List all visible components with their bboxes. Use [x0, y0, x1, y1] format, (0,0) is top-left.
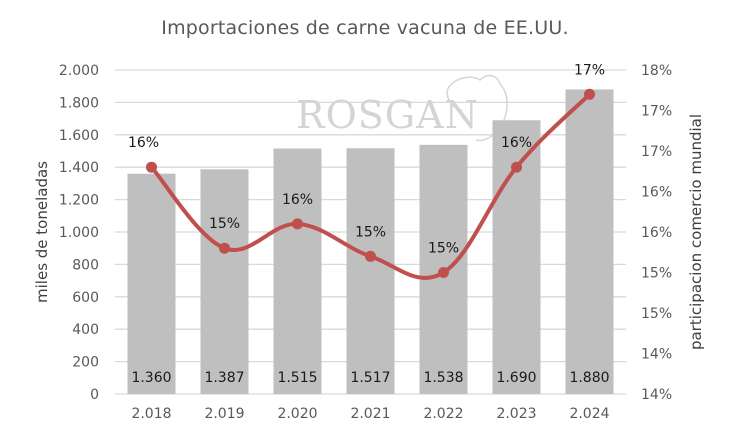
bar: [127, 173, 176, 394]
right-tick-label: 15%: [641, 266, 672, 282]
x-tick-label: 2.021: [350, 406, 390, 422]
left-tick-label: 200: [72, 355, 99, 371]
right-tick-label: 14%: [641, 347, 672, 363]
bar: [200, 169, 249, 394]
x-tick-label: 2.018: [131, 406, 171, 422]
left-tick-label: 2.000: [59, 63, 99, 79]
line-marker: [146, 161, 157, 173]
x-tick-label: 2.024: [569, 406, 609, 422]
line-series: 16% 15% 16% 15% 15% 16% 17%: [128, 62, 605, 280]
line-value-label: 15%: [355, 224, 386, 240]
line-marker: [365, 250, 376, 262]
left-axis-label: miles de toneladas: [33, 161, 51, 303]
line-value-label: 17%: [574, 62, 605, 78]
bar: [346, 148, 395, 394]
bar-value-label: 1.387: [204, 370, 244, 386]
line-marker: [584, 88, 595, 100]
x-tick-label: 2.019: [204, 406, 244, 422]
left-tick-label: 1.800: [59, 95, 99, 111]
x-axis: 2.018 2.019 2.020 2.021 2.022 2.023 2.024: [131, 406, 609, 422]
left-tick-label: 400: [72, 322, 99, 338]
bar: [273, 148, 322, 394]
right-tick-label: 16%: [641, 185, 672, 201]
line-marker: [219, 242, 230, 254]
line-marker: [292, 218, 303, 230]
right-tick-label: 14%: [641, 387, 672, 403]
line-value-label: 16%: [128, 135, 159, 151]
right-tick-label: 16%: [641, 225, 672, 241]
chart-title: Importaciones de carne vacuna de EE.UU.: [161, 17, 569, 39]
left-tick-label: 1.200: [59, 193, 99, 209]
right-tick-label: 17%: [641, 104, 672, 120]
left-tick-label: 1.400: [59, 160, 99, 176]
left-axis: 0 200 400 600 800 1.000 1.200 1.400 1.600 1.800 2.…: [59, 63, 99, 403]
bar-value-label: 1.515: [277, 370, 317, 386]
right-tick-label: 17%: [641, 144, 672, 160]
left-tick-label: 800: [72, 257, 99, 273]
x-tick-label: 2.020: [277, 406, 317, 422]
line-marker: [438, 267, 449, 278]
left-tick-label: 600: [72, 290, 99, 306]
bar-value-label: 1.360: [131, 370, 171, 386]
x-tick-label: 2.022: [423, 406, 463, 422]
left-tick-label: 1.600: [59, 128, 99, 144]
left-tick-label: 1.000: [59, 225, 99, 241]
right-tick-label: 18%: [641, 63, 672, 79]
line-value-label: 15%: [209, 216, 240, 232]
x-tick-label: 2.023: [496, 406, 536, 422]
svg-text:ROSGAN: ROSGAN: [296, 93, 479, 137]
line-marker: [511, 161, 522, 173]
line-value-label: 16%: [282, 192, 313, 208]
rosgan-watermark: ROSGAN: [296, 74, 508, 142]
bar: [565, 89, 614, 394]
bar-value-label: 1.517: [350, 370, 390, 386]
bar-series: 1.360 1.387 1.515 1.517 1.538 1.690 1.880: [127, 89, 614, 394]
line-value-label: 16%: [501, 135, 532, 151]
bar-value-label: 1.538: [423, 370, 463, 386]
right-axis: 14% 14% 15% 15% 16% 16% 17% 17% 18%: [641, 63, 672, 403]
line-value-label: 15%: [428, 241, 459, 257]
right-tick-label: 15%: [641, 306, 672, 322]
bar-value-label: 1.690: [496, 370, 536, 386]
right-axis-label: participacion comercio mundial: [687, 114, 705, 350]
left-tick-label: 0: [90, 387, 99, 403]
bar: [492, 120, 541, 394]
bar-value-label: 1.880: [569, 370, 609, 386]
